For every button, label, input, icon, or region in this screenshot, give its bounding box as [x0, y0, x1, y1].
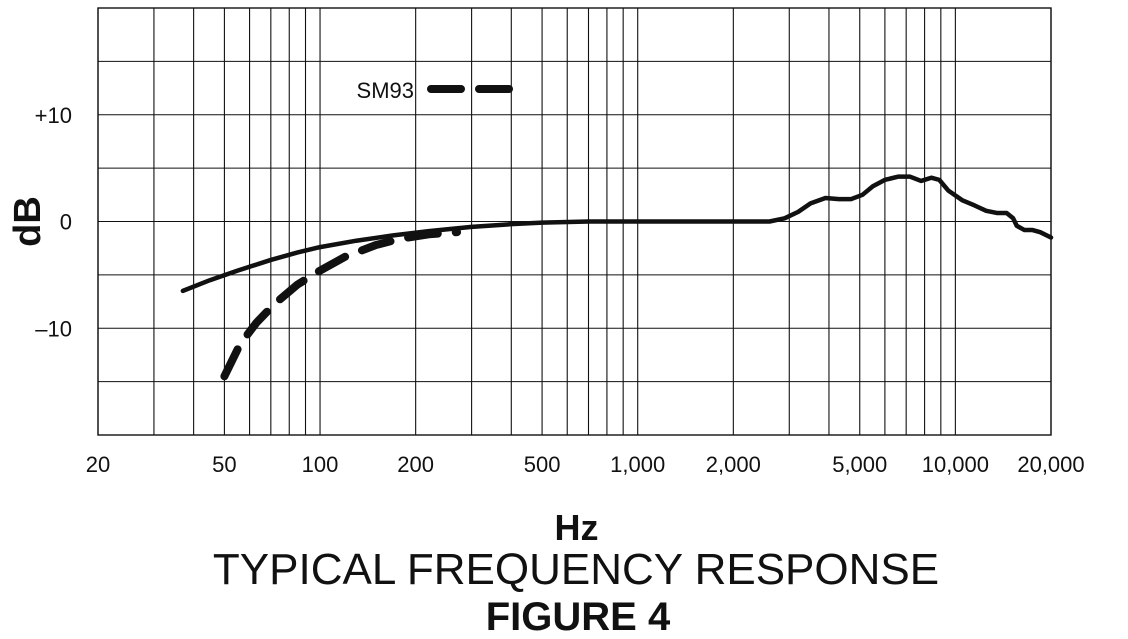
- legend: SM93: [357, 78, 514, 103]
- axis-labels: Hz dB: [7, 196, 599, 545]
- x-tick-label: 10,000: [922, 452, 989, 477]
- x-tick-label: 20,000: [1017, 452, 1084, 477]
- plot-frame: [97, 7, 1052, 436]
- y-tick-label: –10: [35, 316, 72, 341]
- chart-svg: SM93 20 50 100 200 500 1,000 2,000 5,000 10,000 2…: [7, 7, 1085, 545]
- x-tick-label: 5,000: [832, 452, 887, 477]
- figure-label: FIGURE 4: [485, 595, 671, 639]
- x-tick-label: 500: [524, 452, 561, 477]
- series-line-sm93: [220, 228, 462, 381]
- y-tick-label: 0: [60, 210, 72, 235]
- x-tick-label: 20: [86, 452, 110, 477]
- chart-title: TYPICAL FREQUENCY RESPONSE: [212, 545, 940, 594]
- x-tick-label: 50: [212, 452, 236, 477]
- x-tick-label: 1,000: [610, 452, 665, 477]
- series-line-solid: [180, 174, 1054, 294]
- y-axis-label: dB: [7, 196, 49, 247]
- legend-label-sm93: SM93: [357, 78, 414, 103]
- x-axis-label: Hz: [555, 507, 599, 545]
- tick-labels: 20 50 100 200 500 1,000 2,000 5,000 10,000 20,000…: [35, 103, 1085, 477]
- x-tick-label: 200: [397, 452, 434, 477]
- y-tick-label: +10: [35, 103, 72, 128]
- series-layer: [180, 174, 1054, 381]
- x-tick-label: 100: [302, 452, 339, 477]
- x-tick-label: 2,000: [706, 452, 761, 477]
